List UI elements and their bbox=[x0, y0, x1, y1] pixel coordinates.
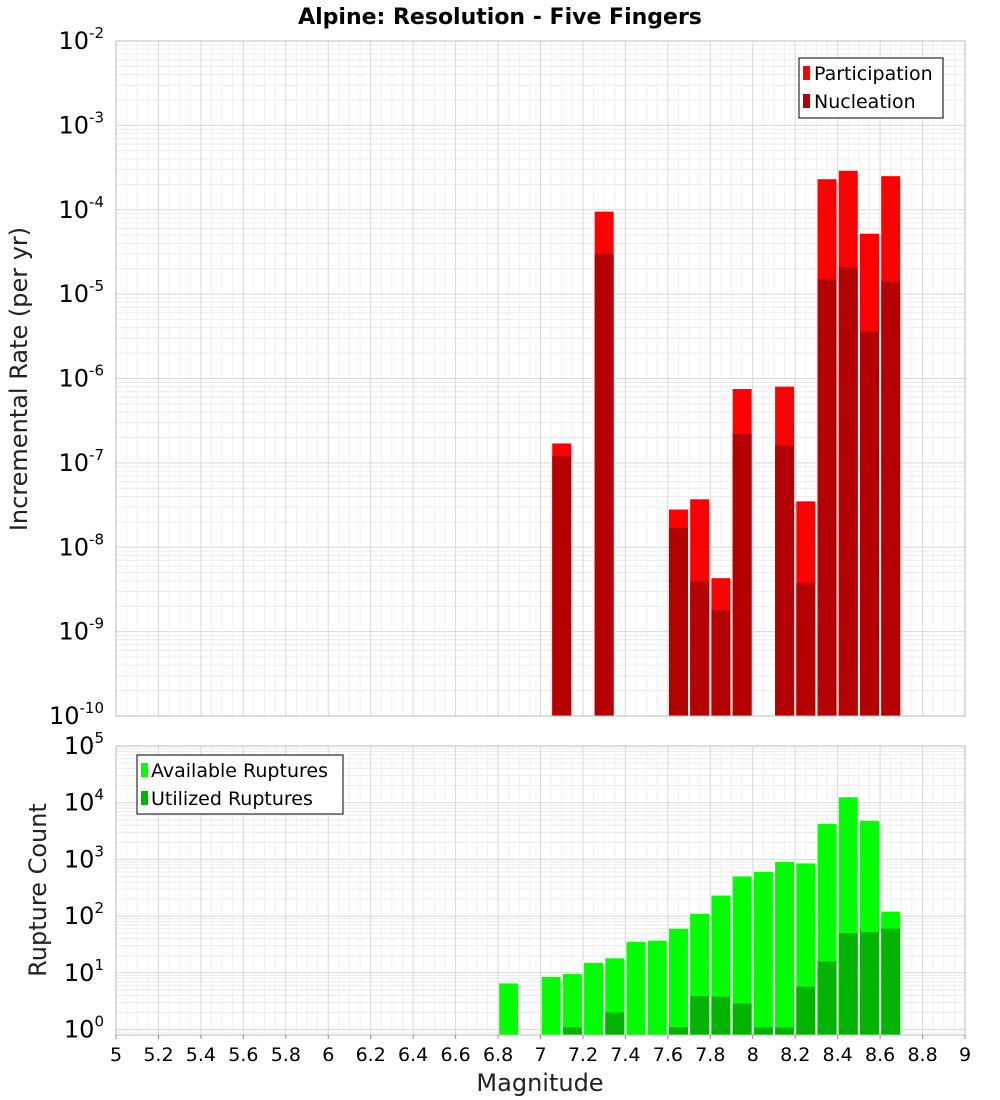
bar-utilized-ruptures bbox=[796, 986, 816, 1035]
bar-utilized-ruptures bbox=[753, 1027, 773, 1035]
x-tick-label: 5.6 bbox=[228, 1044, 258, 1066]
bar-utilized-ruptures bbox=[881, 928, 901, 1035]
y-tick-label: 100 bbox=[64, 1013, 104, 1044]
x-tick-label: 6.6 bbox=[440, 1044, 470, 1066]
bar-nucleation bbox=[838, 266, 858, 716]
y-tick-label: 10-6 bbox=[58, 362, 104, 393]
legend-participation-label: Participation bbox=[814, 63, 933, 85]
bar-utilized-ruptures bbox=[605, 1012, 625, 1035]
y-tick-label: 105 bbox=[64, 729, 104, 760]
legend-bottom: Available Ruptures Utilized Ruptures bbox=[136, 754, 344, 815]
grid-layer bbox=[115, 40, 966, 1036]
legend-bottom-box bbox=[136, 754, 344, 815]
bar-utilized-ruptures bbox=[562, 1027, 582, 1035]
bar-nucleation bbox=[796, 582, 816, 716]
axes-layer: 10-10 10-9 10-8 10-7 10-6 10-5 10-4 10-3 10-2 100… bbox=[49, 24, 971, 1066]
y-tick-label: 102 bbox=[64, 899, 104, 930]
bar-available-ruptures bbox=[584, 962, 604, 1035]
x-tick-label: 8.6 bbox=[865, 1044, 895, 1066]
bar-nucleation bbox=[690, 580, 710, 716]
bar-utilized-ruptures bbox=[775, 1027, 795, 1035]
bar-nucleation bbox=[881, 281, 901, 716]
x-tick-label: 5 bbox=[110, 1044, 122, 1066]
bar-nucleation bbox=[817, 279, 837, 716]
bar-available-ruptures bbox=[668, 928, 688, 1035]
bars-layer bbox=[499, 170, 901, 1035]
x-axis-label: Magnitude bbox=[476, 1069, 603, 1097]
y-tick-label: 10-9 bbox=[58, 615, 104, 646]
y-tick-label: 10-4 bbox=[58, 193, 104, 224]
bar-available-ruptures bbox=[626, 941, 646, 1035]
x-tick-label: 7.4 bbox=[610, 1044, 640, 1066]
bar-available-ruptures bbox=[541, 976, 561, 1035]
x-tick-label: 6.4 bbox=[398, 1044, 428, 1066]
x-tick-label: 8.8 bbox=[907, 1044, 937, 1066]
y-tick-label: 10-7 bbox=[58, 446, 104, 477]
bar-available-ruptures bbox=[562, 974, 582, 1035]
legend-top-box bbox=[798, 57, 944, 119]
x-tick-label: 5.2 bbox=[143, 1044, 173, 1066]
y-tick-label: 10-2 bbox=[58, 24, 104, 55]
y-tick-label: 103 bbox=[64, 842, 104, 873]
x-tick-label: 8 bbox=[747, 1044, 759, 1066]
x-tick-label: 6.2 bbox=[356, 1044, 386, 1066]
y-tick-label: 10-8 bbox=[58, 530, 104, 561]
legend-utilized-label: Utilized Ruptures bbox=[151, 788, 313, 810]
x-tick-label: 5.8 bbox=[271, 1044, 301, 1066]
bar-available-ruptures bbox=[753, 871, 773, 1035]
bar-nucleation bbox=[732, 433, 752, 716]
bar-utilized-ruptures bbox=[859, 932, 879, 1035]
bar-nucleation bbox=[859, 331, 879, 716]
bar-nucleation bbox=[775, 445, 795, 716]
legend-available-label: Available Ruptures bbox=[151, 760, 328, 782]
x-tick-label: 8.4 bbox=[823, 1044, 853, 1066]
y-tick-label: 101 bbox=[64, 956, 104, 987]
x-tick-label: 8.2 bbox=[780, 1044, 810, 1066]
x-tick-label: 7.6 bbox=[653, 1044, 683, 1066]
legend-nucleation-label: Nucleation bbox=[814, 91, 916, 113]
y-tick-label: 10-3 bbox=[58, 108, 104, 139]
y-tick-label: 104 bbox=[64, 786, 104, 817]
x-tick-label: 6 bbox=[322, 1044, 334, 1066]
legend-participation-swatch bbox=[803, 66, 810, 80]
legend-top: Participation Nucleation bbox=[798, 57, 944, 119]
bar-nucleation bbox=[552, 456, 572, 716]
x-tick-label: 7.8 bbox=[695, 1044, 725, 1066]
bar-utilized-ruptures bbox=[668, 1027, 688, 1035]
bar-utilized-ruptures bbox=[732, 1003, 752, 1035]
bar-available-ruptures bbox=[647, 940, 667, 1035]
bar-utilized-ruptures bbox=[838, 933, 858, 1035]
bar-utilized-ruptures bbox=[711, 996, 731, 1035]
bar-available-ruptures bbox=[499, 983, 519, 1035]
top-y-axis-label: Incremental Rate (per yr) bbox=[5, 227, 33, 531]
x-tick-label: 7 bbox=[534, 1044, 546, 1066]
chart-title: Alpine: Resolution - Five Fingers bbox=[298, 5, 702, 30]
legend-utilized-swatch bbox=[141, 791, 148, 805]
bottom-y-axis-label: Rupture Count bbox=[24, 803, 52, 977]
y-tick-label: 10-10 bbox=[49, 699, 104, 730]
legend-available-swatch bbox=[141, 763, 148, 777]
legend-nucleation-swatch bbox=[803, 94, 810, 108]
bar-nucleation bbox=[668, 527, 688, 716]
x-tick-label: 9 bbox=[959, 1044, 971, 1066]
x-tick-label: 6.8 bbox=[483, 1044, 513, 1066]
bar-available-ruptures bbox=[775, 861, 795, 1035]
top-plot-frame bbox=[115, 40, 966, 717]
bar-utilized-ruptures bbox=[817, 961, 837, 1035]
bar-nucleation bbox=[711, 610, 731, 716]
x-tick-label: 7.2 bbox=[568, 1044, 598, 1066]
bar-utilized-ruptures bbox=[690, 995, 710, 1035]
bar-available-ruptures bbox=[732, 876, 752, 1035]
x-tick-label: 5.4 bbox=[186, 1044, 216, 1066]
bar-nucleation bbox=[594, 253, 614, 716]
y-tick-label: 10-5 bbox=[58, 277, 104, 308]
